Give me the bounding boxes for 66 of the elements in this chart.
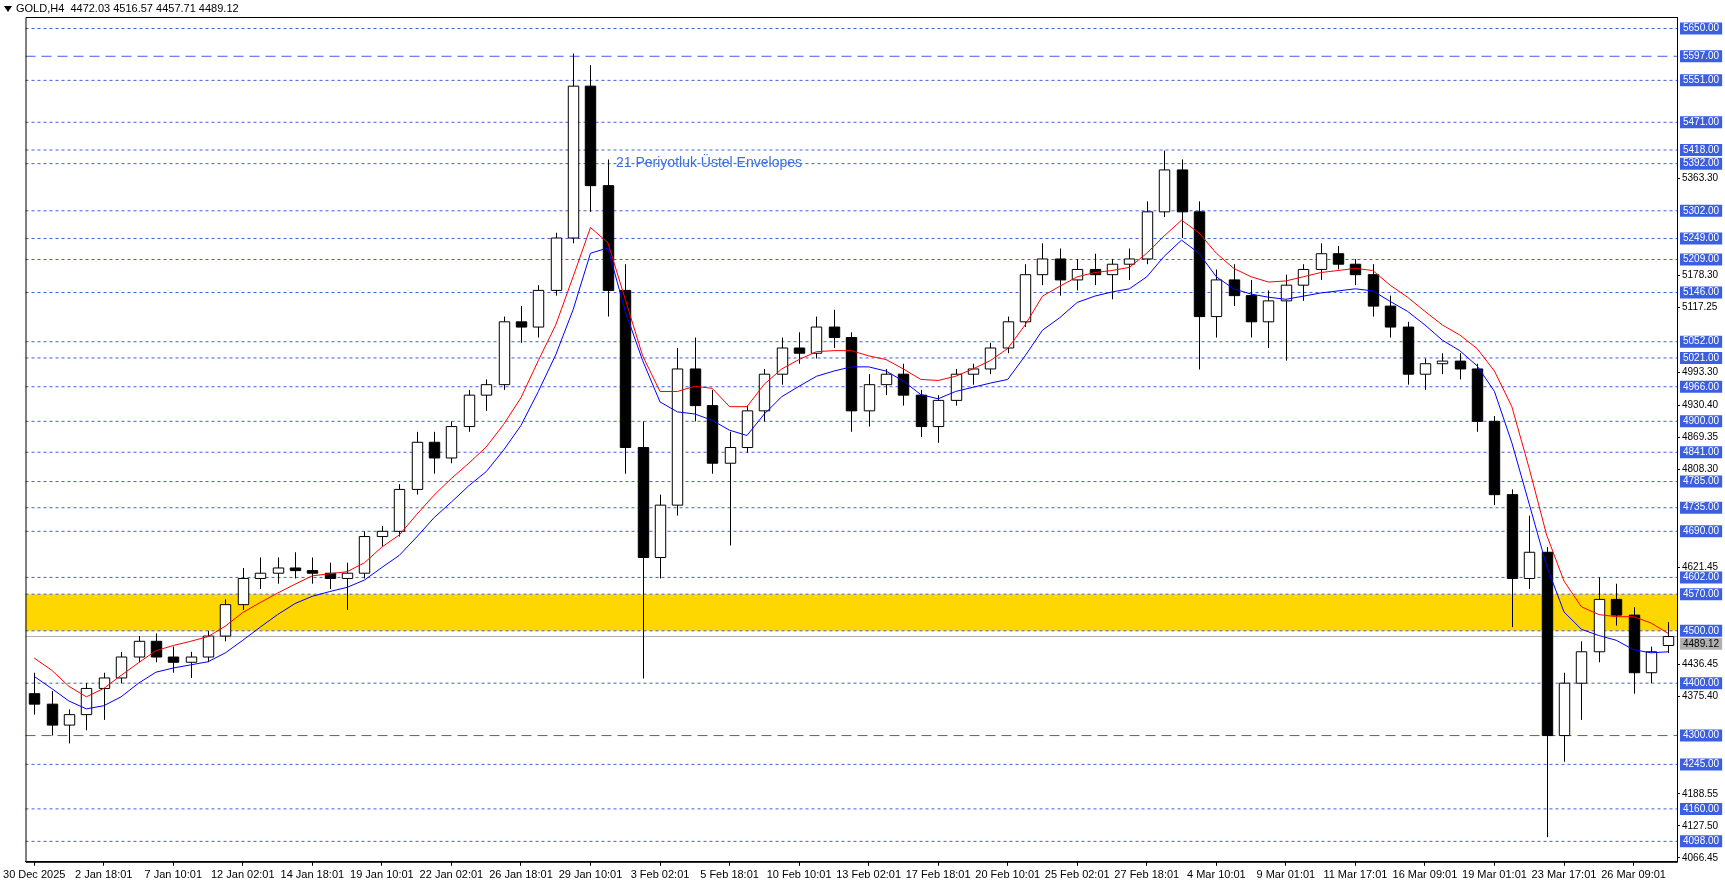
x-tick-label: 9 Mar 01:01 — [1256, 868, 1316, 881]
y-tick-label: 4993.30 — [1682, 366, 1719, 378]
ref-line-label: 4300.00 — [1683, 729, 1720, 741]
x-tick-label: 14 Jan 18:01 — [280, 868, 345, 881]
y-tick-label: 5363.30 — [1682, 172, 1719, 184]
x-tick-label: 27 Feb 18:01 — [1114, 868, 1180, 881]
ref-line-label: 5471.00 — [1683, 116, 1720, 128]
x-tick-label: 25 Feb 02:01 — [1044, 868, 1110, 881]
annotation: 21 Periyotluk Üstel Envelopes — [616, 154, 802, 170]
x-tick-label: 22 Jan 02:01 — [419, 868, 484, 881]
x-tick-label: 12 Jan 02:01 — [210, 868, 275, 881]
x-tick-label: 19 Mar 01:01 — [1462, 868, 1527, 881]
ref-line-label: 5209.00 — [1683, 253, 1720, 265]
x-tick-label: 10 Feb 10:01 — [766, 868, 832, 881]
ref-line-label: 4245.00 — [1683, 758, 1720, 770]
ref-line-label: 4400.00 — [1683, 676, 1720, 688]
ref-line-label: 5392.00 — [1683, 157, 1720, 169]
x-tick-label: 30 Dec 2025 — [3, 868, 66, 881]
ref-line-label: 5650.00 — [1683, 22, 1720, 34]
x-tick-label: 7 Jan 10:01 — [144, 868, 203, 881]
ref-line-label: 4160.00 — [1683, 802, 1720, 814]
ref-line-label: 5418.00 — [1683, 143, 1720, 155]
x-tick-label: 4 Mar 10:01 — [1186, 868, 1246, 881]
x-tick-label: 26 Jan 18:01 — [489, 868, 553, 881]
x-tick-label: 26 Mar 09:01 — [1601, 868, 1666, 881]
ref-line-label: 5146.00 — [1683, 286, 1720, 298]
x-tick-label: 19 Jan 10:01 — [350, 868, 414, 881]
x-tick-label: 5 Feb 18:01 — [700, 868, 759, 881]
ref-line-label: 4900.00 — [1683, 415, 1720, 427]
ref-line-label: 4690.00 — [1683, 525, 1720, 537]
x-tick-label: 2 Jan 18:01 — [74, 868, 133, 881]
ref-line-label: 5302.00 — [1683, 204, 1720, 216]
ref-line-label: 4841.00 — [1683, 445, 1720, 457]
y-tick-label: 4436.45 — [1682, 657, 1719, 669]
y-tick-label: 4808.30 — [1682, 463, 1719, 475]
ref-line-label: 4785.00 — [1683, 475, 1720, 487]
x-tick-label: 23 Mar 17:01 — [1531, 868, 1597, 881]
ref-line-label: 4500.00 — [1683, 624, 1720, 636]
x-tick-label: 20 Feb 10:01 — [975, 868, 1041, 881]
x-tick-label: 29 Jan 10:01 — [558, 868, 623, 881]
x-tick-label: 3 Feb 02:01 — [630, 868, 690, 881]
ref-line-label: 5597.00 — [1683, 50, 1720, 62]
ref-line-label: 4098.00 — [1683, 835, 1720, 847]
y-tick-label: 5117.25 — [1682, 301, 1718, 313]
ref-line-label: 4735.00 — [1683, 501, 1720, 513]
ref-line-label: 5052.00 — [1683, 335, 1720, 347]
ref-line-label: 5551.00 — [1683, 74, 1720, 86]
y-tick-label: 4188.55 — [1682, 787, 1719, 799]
x-tick-label: 17 Feb 18:01 — [905, 868, 971, 881]
ref-line-label: 4570.00 — [1683, 587, 1720, 599]
y-tick-label: 4375.40 — [1682, 689, 1719, 701]
ref-line-label: 5249.00 — [1683, 232, 1720, 244]
ref-line-label: 4602.00 — [1683, 571, 1720, 583]
x-tick-label: 16 Mar 09:01 — [1392, 868, 1458, 881]
y-tick-label: 4869.35 — [1682, 431, 1719, 443]
ref-line-label: 4966.00 — [1683, 380, 1720, 392]
y-tick-label: 4066.45 — [1682, 851, 1719, 863]
y-tick-label: 4621.45 — [1682, 560, 1719, 572]
ref-line-label: 5021.00 — [1683, 351, 1720, 363]
y-tick-label: 4930.40 — [1682, 399, 1719, 411]
chart-title: GOLD,H4 4472.03 4516.57 4457.71 4489.12 — [16, 2, 239, 14]
y-tick-label: 4127.50 — [1682, 819, 1719, 831]
x-tick-label: 13 Feb 02:01 — [836, 868, 902, 881]
x-tick-label: 11 Mar 17:01 — [1323, 868, 1388, 881]
y-tick-label: 5178.30 — [1682, 269, 1719, 281]
ref-line-label: 4489.12 — [1683, 637, 1720, 649]
